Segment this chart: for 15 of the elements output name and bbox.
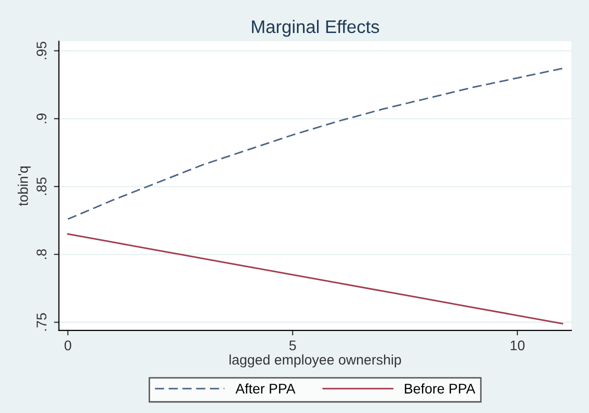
y-axis-title: tobin'q bbox=[18, 166, 31, 206]
y-tick-label: .75 bbox=[36, 313, 46, 331]
y-tick-label: .9 bbox=[36, 114, 46, 124]
y-tick-label: .95 bbox=[36, 42, 46, 60]
x-tick-label: 0 bbox=[64, 340, 72, 350]
x-axis-title: lagged employee ownership bbox=[230, 354, 402, 368]
y-tick-label: .8 bbox=[36, 249, 46, 259]
chart-title: Marginal Effects bbox=[252, 20, 380, 37]
line-series bbox=[67, 68, 564, 220]
legend-label: Before PPA bbox=[404, 383, 476, 394]
y-tick-label: .85 bbox=[36, 177, 46, 195]
line-series bbox=[67, 233, 564, 324]
x-tick-label: 10 bbox=[510, 340, 525, 350]
x-tick-label: 5 bbox=[289, 340, 296, 350]
legend-label: After PPA bbox=[236, 383, 296, 394]
